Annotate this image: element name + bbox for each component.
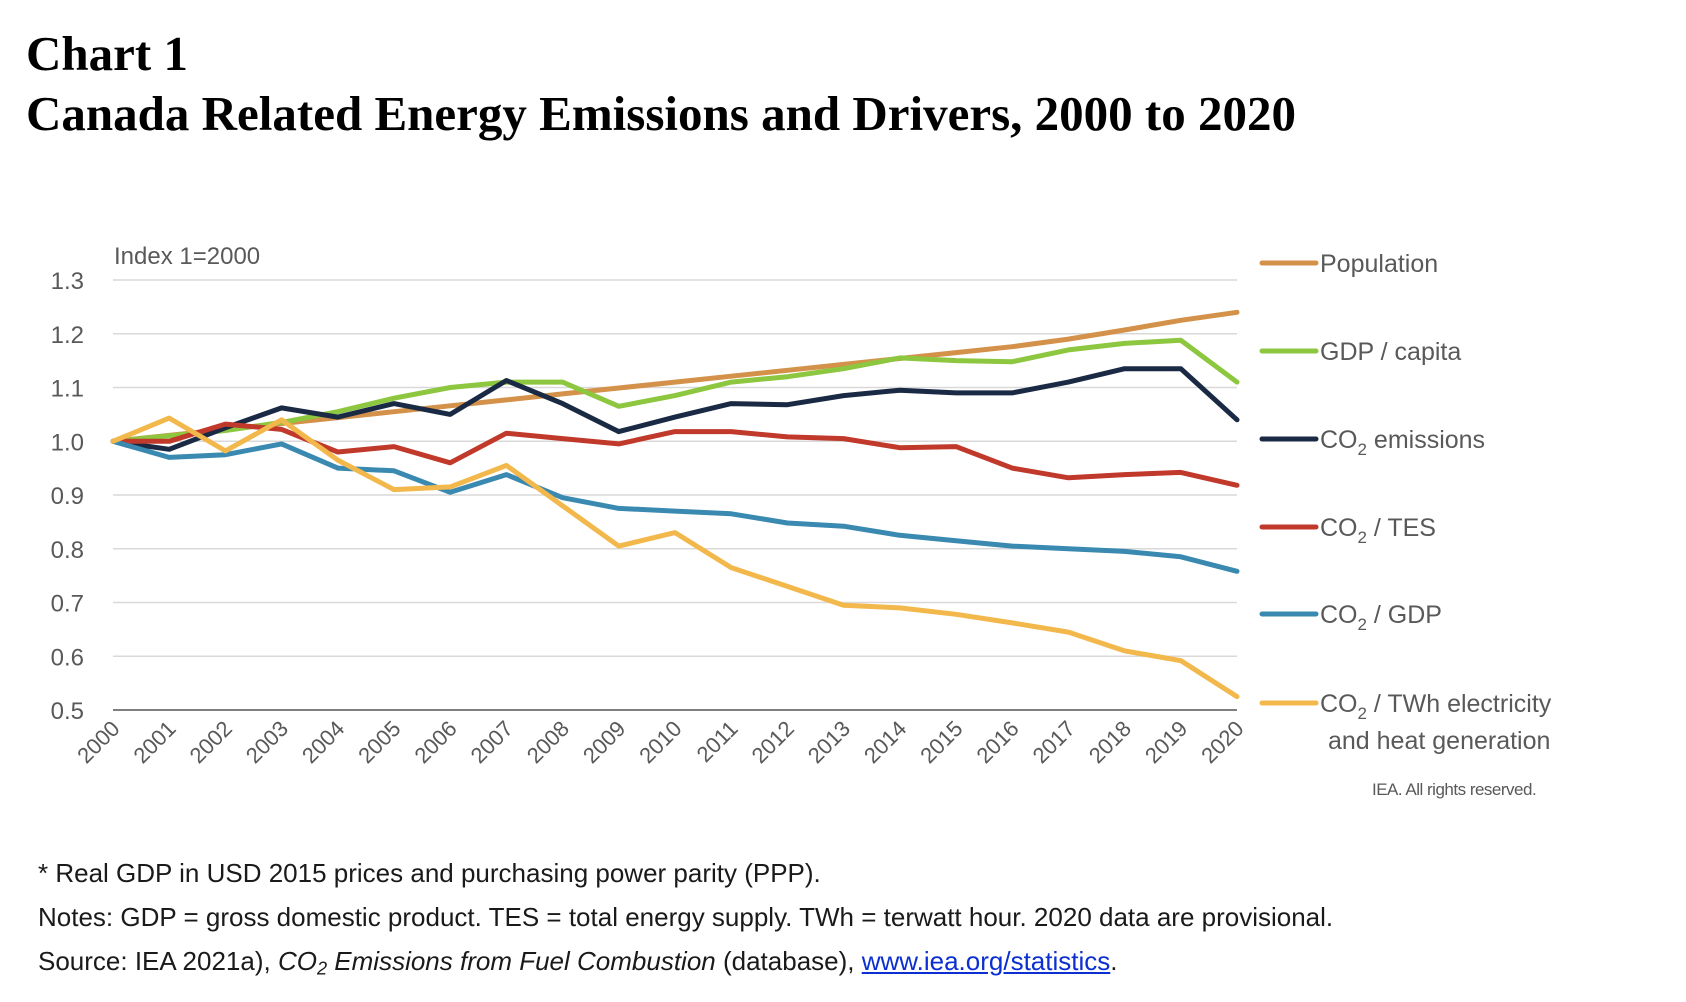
x-tick-label: 2003 <box>241 716 293 768</box>
x-tick-label: 2005 <box>353 716 405 768</box>
source-end: . <box>1110 946 1118 976</box>
x-tick-label: 2006 <box>409 716 461 768</box>
footnote: * Real GDP in USD 2015 prices and purcha… <box>38 858 821 888</box>
source-database-name: CO2 Emissions from Fuel Combustion <box>277 946 716 979</box>
credit-text: IEA. All rights reserved. <box>1372 780 1536 799</box>
x-tick-label: 2013 <box>803 716 855 768</box>
x-tick-label: 2012 <box>747 716 799 768</box>
legend-label: CO2 / TES <box>1320 514 1436 547</box>
y-tick-label: 0.6 <box>51 644 84 671</box>
series-line-4 <box>110 438 1240 574</box>
source-prefix: Source: IEA 2021a), <box>38 946 278 976</box>
x-tick-label: 2004 <box>297 716 349 768</box>
source-middle: (database), <box>715 946 862 976</box>
notes-line: Notes: GDP = gross domestic product. TES… <box>38 902 1334 932</box>
x-tick-label: 2009 <box>578 716 630 768</box>
x-tick-label: 2014 <box>859 716 911 768</box>
legend-label: CO2 / TWh electricity <box>1320 690 1552 723</box>
x-tick-label: 2020 <box>1196 716 1248 768</box>
y-tick-label: 0.9 <box>51 483 84 510</box>
x-tick-label: 2008 <box>522 716 574 768</box>
x-tick-label: 2015 <box>915 716 967 768</box>
y-axis-label: Index 1=2000 <box>114 243 260 270</box>
legend-label-line2: and heat generation <box>1328 727 1550 755</box>
y-tick-label: 0.5 <box>51 698 84 725</box>
y-tick-label: 1.0 <box>51 429 84 456</box>
source-line: Source: IEA 2021a), CO2 Emissions from F… <box>38 946 1333 984</box>
legend-label: CO2 emissions <box>1320 426 1485 459</box>
y-tick-label: 0.7 <box>51 591 84 618</box>
x-tick-label: 2010 <box>634 716 686 768</box>
x-tick-label: 2001 <box>128 716 180 768</box>
series-line-3 <box>110 421 1240 488</box>
series-line-2 <box>110 366 1240 452</box>
x-tick-label: 2016 <box>971 716 1023 768</box>
x-tick-label: 2011 <box>692 716 743 767</box>
y-tick-label: 1.2 <box>51 322 84 349</box>
y-tick-label: 1.3 <box>51 268 84 295</box>
legend-label: CO2 / GDP <box>1320 601 1442 634</box>
chart-heading: Chart 1 Canada Related Energy Emissions … <box>26 24 1296 144</box>
y-tick-label: 1.1 <box>51 376 84 403</box>
source-link[interactable]: www.iea.org/statistics <box>861 946 1111 976</box>
legend-label: Population <box>1320 250 1438 278</box>
chart-number: Chart 1 <box>26 26 188 81</box>
y-tick-label: 0.8 <box>51 537 84 564</box>
series-line-5 <box>110 415 1240 700</box>
x-tick-label: 2007 <box>466 716 518 768</box>
series-line-1 <box>110 337 1240 444</box>
x-tick-label: 2019 <box>1140 716 1192 768</box>
x-tick-label: 2002 <box>185 716 237 768</box>
series-line-0 <box>110 309 1240 444</box>
x-tick-label: 2017 <box>1028 716 1080 768</box>
chart-title: Canada Related Energy Emissions and Driv… <box>26 86 1296 141</box>
chart-notes: * Real GDP in USD 2015 prices and purcha… <box>38 858 1333 998</box>
legend-label: GDP / capita <box>1320 338 1461 366</box>
x-tick-label: 2018 <box>1084 716 1136 768</box>
